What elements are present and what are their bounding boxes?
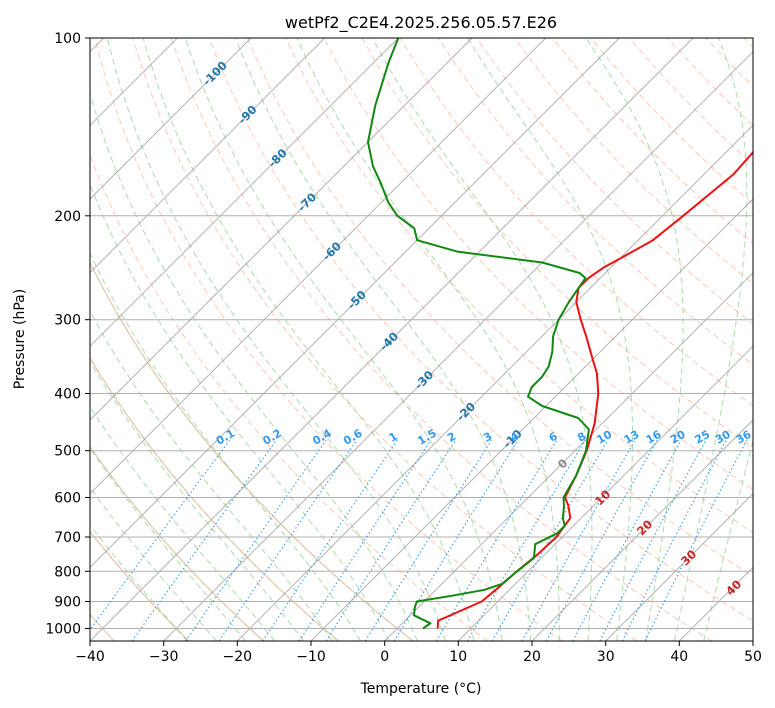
moist-adiabat <box>90 91 418 641</box>
isotherm <box>236 124 753 641</box>
x-tick-label: 20 <box>523 649 541 665</box>
dry-adiabat <box>94 38 563 641</box>
y-axis-label: Pressure (hPa) <box>12 289 28 389</box>
moist-adiabat <box>184 38 503 641</box>
moist-adiabat <box>585 38 684 641</box>
plot-content: -100-90-80-70-60-50-40-30-20-10010203040… <box>90 38 754 641</box>
y-tick-label: 500 <box>54 444 81 460</box>
y-tick-label: 600 <box>54 491 81 507</box>
plot-area <box>90 38 753 641</box>
y-tick-label: 400 <box>54 387 81 403</box>
moist-adiabat <box>90 182 390 641</box>
x-axis-label: Temperature (°C) <box>360 681 482 697</box>
y-tick-label: 700 <box>54 530 81 546</box>
mixing-ratio-line <box>644 440 748 641</box>
moist-adiabat <box>90 360 304 641</box>
isotherm <box>90 38 473 421</box>
mixing-ratio-line <box>185 439 327 641</box>
moist-adiabat <box>703 438 753 641</box>
dry-adiabat-cold <box>90 530 190 641</box>
x-tick-label: −30 <box>149 649 179 665</box>
y-tick-label: 1000 <box>45 622 81 638</box>
mixing-ratio-line <box>521 440 636 641</box>
mixing-ratio-line <box>491 439 609 641</box>
x-tick-label: 10 <box>449 649 467 665</box>
mixing-ratio-line <box>218 439 358 641</box>
mixing-ratio-line <box>545 439 658 641</box>
moist-adiabat <box>90 486 217 641</box>
moist-adiabat <box>90 252 362 641</box>
x-axis-ticks: −40 −30 −20 −10 0 10 20 30 40 50 <box>75 641 762 665</box>
isotherm <box>90 38 326 274</box>
x-tick-label: 30 <box>597 649 615 665</box>
isotherm <box>605 492 753 641</box>
mixing-ratio-line <box>262 439 398 641</box>
isotherm <box>90 38 694 641</box>
isotherm <box>163 50 753 641</box>
pressure-gridlines <box>90 38 753 629</box>
dry-adiabat <box>323 38 753 491</box>
x-tick-label: −40 <box>75 649 105 665</box>
moist-adiabat <box>90 310 333 641</box>
mixing-ratio-line <box>298 439 432 641</box>
x-tick-label: 50 <box>744 649 762 665</box>
y-axis-ticks: 100 200 300 400 500 600 700 800 900 1000 <box>45 31 90 638</box>
x-tick-label: 0 <box>380 649 389 665</box>
dry-adiabat <box>208 38 753 622</box>
mixing-ratio-lines <box>90 439 748 641</box>
x-tick-label: −10 <box>296 649 326 665</box>
dry-adiabat <box>285 38 753 534</box>
moist-adiabat <box>235 38 532 641</box>
mixing-ratio-line <box>621 440 727 641</box>
mixing-ratio-line <box>393 439 519 641</box>
y-tick-label: 300 <box>54 313 81 329</box>
moist-adiabat <box>142 38 475 641</box>
dry-adiabat-cold <box>90 445 264 641</box>
chart-title: wetPf2_C2E4.2025.256.05.57.E26 <box>285 13 557 33</box>
moist-adiabat <box>372 38 593 641</box>
moist-adiabat <box>90 524 188 641</box>
dry-adiabat-cold <box>90 356 339 641</box>
mixing-ratio-line <box>325 439 457 641</box>
dry-adiabats <box>90 38 753 641</box>
mixing-ratio-line <box>364 439 493 641</box>
sounding-series <box>367 38 753 630</box>
dewpoint-line <box>367 38 590 630</box>
y-tick-label: 900 <box>54 595 81 611</box>
x-tick-label: 40 <box>670 649 688 665</box>
isotherm <box>90 38 620 569</box>
isotherm <box>90 38 399 348</box>
plot-frame <box>89 37 754 642</box>
moist-adiabat <box>674 38 748 641</box>
x-tick-label: −20 <box>223 649 253 665</box>
isotherm <box>531 419 753 641</box>
isotherms <box>90 38 753 641</box>
mixing-ratio-line <box>90 439 231 631</box>
mixing-ratio-line <box>435 439 558 641</box>
dry-adiabat <box>247 38 753 577</box>
y-tick-label: 200 <box>54 209 81 225</box>
y-tick-label: 800 <box>54 564 81 580</box>
isotherm <box>90 38 252 200</box>
dry-adiabat <box>514 38 753 285</box>
dry-adiabat <box>132 38 638 641</box>
isotherm <box>310 198 753 641</box>
mixing-ratio-line <box>466 439 586 641</box>
isotherm <box>90 38 547 495</box>
mixing-ratio-label: 36 <box>734 428 754 447</box>
isotherm <box>384 271 753 641</box>
isotherm <box>457 345 753 641</box>
dry-adiabat <box>170 38 712 641</box>
y-tick-label: 100 <box>54 31 81 47</box>
